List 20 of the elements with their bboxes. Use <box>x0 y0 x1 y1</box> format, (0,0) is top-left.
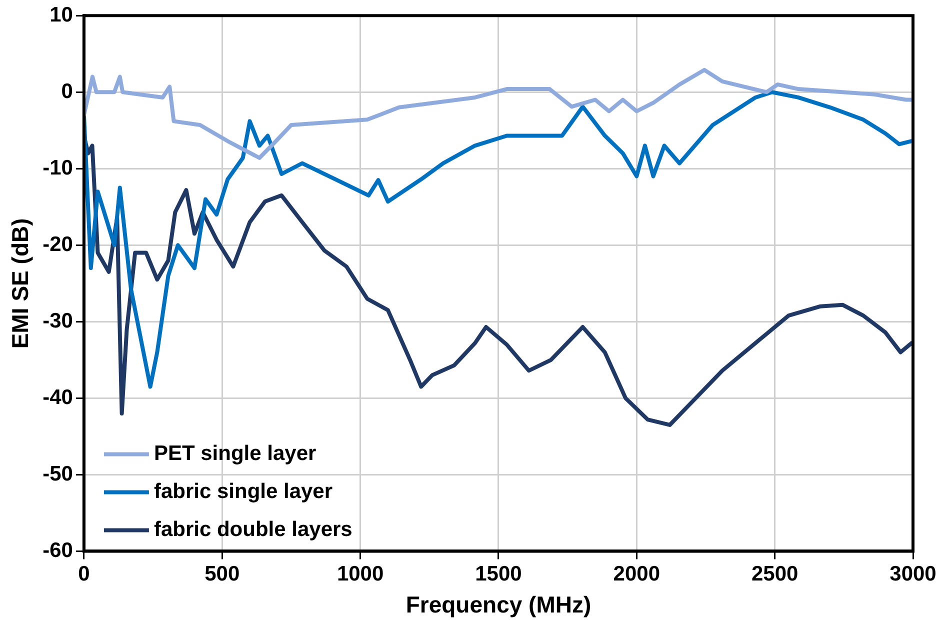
x-tick-label: 0 <box>78 562 90 586</box>
x-axis-title: Frequency (MHz) <box>406 592 592 618</box>
x-tick-label: 1000 <box>336 562 384 586</box>
x-tick-label: 2500 <box>751 562 798 586</box>
x-tick-label: 500 <box>204 562 240 586</box>
x-tick-label: 1500 <box>475 562 522 586</box>
legend-label: PET single layer <box>154 442 316 465</box>
x-tick-label: 2000 <box>613 562 660 586</box>
y-tick-label: -60 <box>42 538 73 562</box>
legend-label: fabric double layers <box>154 518 352 541</box>
y-tick-label: -40 <box>42 386 73 409</box>
y-tick-label: 10 <box>50 3 73 26</box>
y-tick-label: -10 <box>42 156 73 180</box>
legend-label: fabric single layer <box>154 480 333 503</box>
y-tick-label: -30 <box>42 309 73 332</box>
y-axis-title: EMI SE (dB) <box>7 218 34 349</box>
y-tick-label: 0 <box>61 80 73 103</box>
y-tick-label: -50 <box>42 462 73 486</box>
y-tick-label: -20 <box>42 232 73 256</box>
x-tick-label: 3000 <box>890 562 936 586</box>
